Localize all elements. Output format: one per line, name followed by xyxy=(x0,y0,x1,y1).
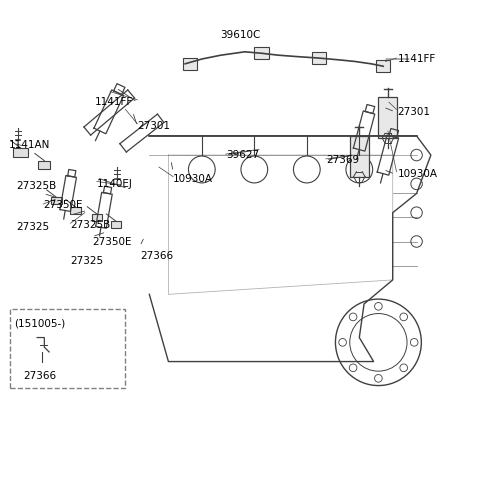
Text: (151005-): (151005-) xyxy=(14,318,65,328)
Text: 27301: 27301 xyxy=(137,121,170,131)
Bar xyxy=(376,60,390,72)
Bar xyxy=(312,52,326,64)
Text: 27325B: 27325B xyxy=(17,181,57,191)
Text: 27325B: 27325B xyxy=(71,220,111,230)
Text: 1140EJ: 1140EJ xyxy=(97,179,132,189)
Text: 1141FF: 1141FF xyxy=(95,97,132,107)
Text: 1141AN: 1141AN xyxy=(9,141,50,151)
Bar xyxy=(13,148,28,157)
Bar xyxy=(111,221,121,228)
Bar xyxy=(378,98,397,138)
Text: 27369: 27369 xyxy=(326,155,359,165)
Bar xyxy=(51,197,61,204)
Bar xyxy=(38,161,50,169)
Text: 27366: 27366 xyxy=(23,371,56,381)
Bar xyxy=(254,47,269,59)
Bar xyxy=(10,309,124,388)
Bar xyxy=(92,214,102,221)
Text: 39610C: 39610C xyxy=(220,30,260,40)
Text: 10930A: 10930A xyxy=(173,174,213,184)
Text: 10930A: 10930A xyxy=(397,169,437,179)
Text: 39627: 39627 xyxy=(226,150,259,160)
Text: 27325: 27325 xyxy=(17,222,50,232)
Text: 27350E: 27350E xyxy=(92,237,132,246)
Text: 27350E: 27350E xyxy=(43,200,83,211)
Text: 1141FF: 1141FF xyxy=(397,54,436,64)
Text: 27301: 27301 xyxy=(397,107,431,117)
Bar xyxy=(183,58,197,70)
Text: 27366: 27366 xyxy=(140,251,173,261)
Bar xyxy=(350,136,369,177)
Text: 27325: 27325 xyxy=(71,256,104,266)
Bar xyxy=(70,207,81,214)
